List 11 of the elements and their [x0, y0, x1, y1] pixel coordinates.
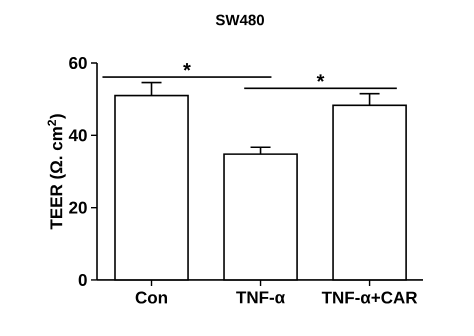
y-axis-title: TEER (Ω. cm$^{2}$)	[48, 114, 66, 230]
x-tick-label: Con	[136, 292, 167, 304]
annotation: *	[316, 74, 324, 82]
y-tick-label: 0	[78, 274, 87, 286]
annotation: *	[183, 63, 191, 71]
y-tick-label: 60	[69, 56, 87, 70]
y-tick-label: 40	[68, 129, 87, 142]
x-tick-label: TNF-α	[236, 292, 285, 304]
chart-title: SW480	[216, 14, 264, 26]
y-tick-label: 20	[69, 202, 87, 214]
x-tick-label: TNF-α+CAR	[322, 292, 418, 304]
